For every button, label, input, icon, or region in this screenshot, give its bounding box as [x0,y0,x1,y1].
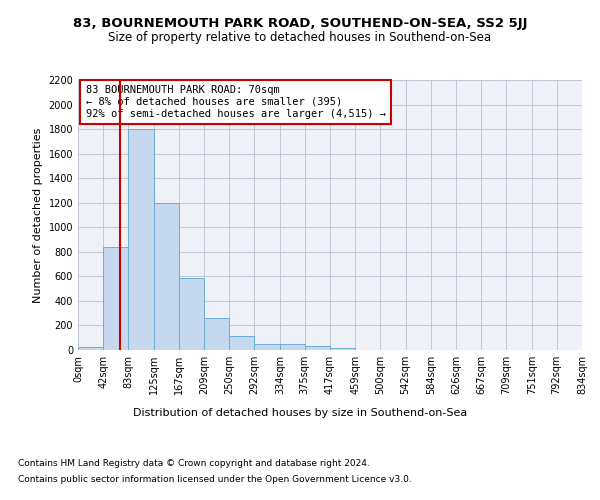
Bar [128,129,154,350]
Bar [78,347,103,350]
Bar [205,318,229,350]
Text: Contains HM Land Registry data © Crown copyright and database right 2024.: Contains HM Land Registry data © Crown c… [18,460,370,468]
Bar [103,247,128,350]
Bar [154,202,179,350]
Bar [229,336,254,350]
Bar [305,346,330,350]
Y-axis label: Number of detached properties: Number of detached properties [33,128,43,302]
Text: 83 BOURNEMOUTH PARK ROAD: 70sqm
← 8% of detached houses are smaller (395)
92% of: 83 BOURNEMOUTH PARK ROAD: 70sqm ← 8% of … [86,86,386,118]
Text: Size of property relative to detached houses in Southend-on-Sea: Size of property relative to detached ho… [109,31,491,44]
Bar [330,348,355,350]
Text: 83, BOURNEMOUTH PARK ROAD, SOUTHEND-ON-SEA, SS2 5JJ: 83, BOURNEMOUTH PARK ROAD, SOUTHEND-ON-S… [73,18,527,30]
Text: Distribution of detached houses by size in Southend-on-Sea: Distribution of detached houses by size … [133,408,467,418]
Bar [280,344,305,350]
Bar [179,278,205,350]
Text: Contains public sector information licensed under the Open Government Licence v3: Contains public sector information licen… [18,474,412,484]
Bar [254,344,280,350]
